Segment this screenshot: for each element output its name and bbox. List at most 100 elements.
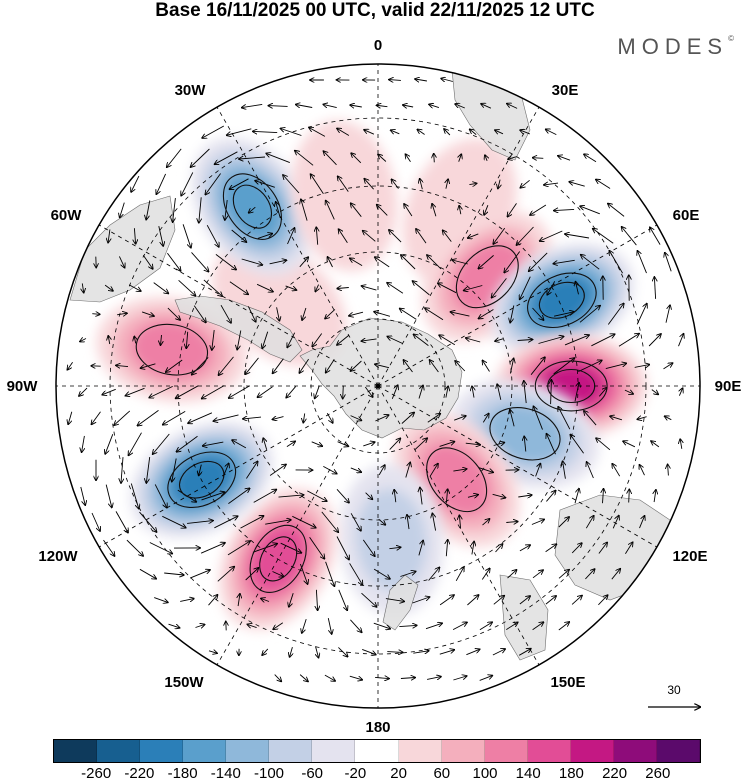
colorbar-swatch [484, 740, 528, 762]
wind-arrow [481, 104, 492, 109]
wind-arrow [413, 281, 430, 296]
wind-arrow [665, 416, 672, 419]
wind-arrow [239, 157, 266, 159]
wind-arrow [156, 173, 167, 194]
wind-arrow [373, 568, 390, 579]
wind-arrow [202, 125, 225, 138]
wind-arrow [546, 129, 557, 136]
colorbar-swatch [613, 740, 657, 762]
wind-arrow [149, 542, 172, 554]
wind-arrow [524, 381, 526, 404]
wind-arrow [129, 432, 142, 456]
meridian-line [216, 385, 379, 666]
colorbar-swatch [183, 740, 227, 762]
wind-arrow [479, 309, 494, 319]
wind-arrow [507, 570, 517, 579]
tasmania-land [499, 574, 549, 661]
wind-arrow [118, 256, 124, 267]
map-disc [56, 64, 700, 708]
colorbar-swatch [140, 740, 184, 762]
wind-arrow [414, 334, 429, 346]
positive-anomaly [291, 120, 398, 272]
wind-arrow [326, 359, 335, 372]
wind-arrow [545, 596, 556, 605]
lon-label-120e: 120E [672, 548, 707, 565]
wind-arrow [312, 333, 323, 347]
wind-arrow [535, 464, 541, 477]
wind-arrow [153, 433, 170, 454]
wind-arrow [538, 337, 564, 344]
wind-arrow [302, 618, 307, 633]
wind-arrow [665, 305, 670, 323]
wind-arrow [130, 483, 138, 509]
wind-arrow [558, 517, 569, 528]
wind-arrow [281, 129, 302, 136]
wind-arrow [407, 515, 409, 530]
wind-arrow [121, 457, 123, 483]
wind-arrow [315, 385, 320, 399]
colorbar-tick-label: 20 [390, 765, 407, 782]
lon-label-60w: 60W [51, 207, 83, 224]
wind-arrow [529, 252, 548, 271]
wind-arrow [268, 106, 288, 107]
colorbar-tick-label: 100 [472, 765, 498, 782]
wind-arrow [240, 516, 264, 529]
meridian-line [377, 385, 540, 666]
wind-arrow [261, 599, 270, 602]
wind-arrow [287, 332, 296, 348]
wind-arrow [441, 79, 453, 82]
wind-arrow [230, 178, 249, 189]
wind-arrow [181, 172, 194, 195]
lon-label-30e: 30E [552, 82, 579, 99]
wind-arrow [385, 599, 404, 602]
wind-arrow [554, 312, 574, 317]
wind-arrow [479, 622, 492, 631]
wind-arrow [193, 305, 206, 323]
colorbar-tick-label: -180 [167, 765, 198, 782]
wind-arrow [444, 129, 451, 136]
wind-arrow [468, 233, 479, 238]
wind-arrow [533, 158, 544, 159]
wind-arrow [324, 151, 337, 166]
wind-arrow [504, 251, 521, 273]
wind-arrow [257, 234, 272, 239]
wind-arrow [492, 649, 505, 656]
wind-arrow [420, 179, 423, 190]
wind-arrow [478, 255, 494, 268]
wind-arrow [229, 281, 248, 295]
wind-arrow [303, 413, 304, 422]
wind-arrow [263, 438, 266, 450]
wind-arrow [337, 288, 349, 289]
wind-arrow [612, 516, 619, 529]
wind-arrow [134, 228, 135, 244]
wind-arrow [219, 356, 234, 375]
wind-arrow [363, 442, 374, 447]
wind-arrow [530, 357, 545, 375]
wind-arrow [434, 154, 435, 163]
wind-arrow [570, 435, 584, 454]
meridian-line [377, 385, 658, 548]
wind-arrow [173, 198, 176, 222]
graticule [56, 64, 700, 708]
wind-arrow [187, 521, 213, 524]
wind-arrow [469, 183, 476, 184]
colorbar-tick-label: -20 [344, 765, 367, 782]
pole-marker [375, 383, 381, 389]
wind-arrow [272, 571, 284, 577]
wind-arrow [375, 257, 390, 268]
wind-arrow [495, 130, 504, 134]
colorbar-swatch [398, 740, 442, 762]
meridian-line [98, 385, 379, 548]
wind-arrow [164, 573, 184, 575]
wind-arrow [266, 153, 290, 164]
wind-arrow [228, 488, 249, 504]
wind-arrow [394, 490, 396, 503]
wind-arrow [611, 569, 620, 580]
wind-arrow [446, 386, 448, 398]
wind-arrow [498, 179, 500, 189]
wind-arrow [439, 335, 456, 346]
colorbar-swatch [441, 740, 485, 762]
wind-arrow [162, 515, 185, 527]
wind-arrow [453, 469, 466, 471]
colorbar-swatch [355, 740, 399, 762]
